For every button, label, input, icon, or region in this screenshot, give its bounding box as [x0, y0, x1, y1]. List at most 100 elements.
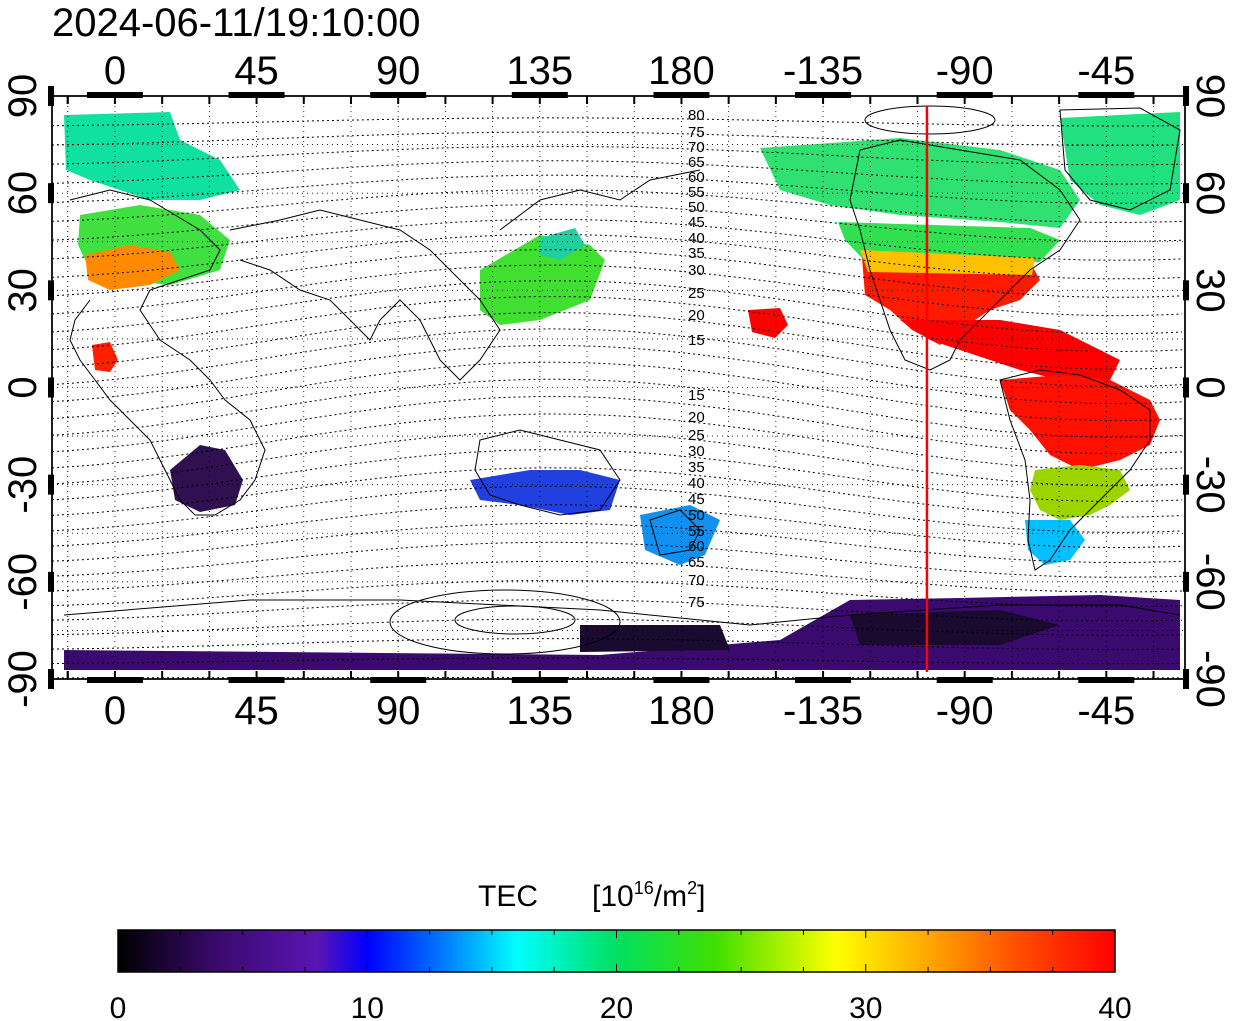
magnetic-latitude-contour	[52, 504, 1183, 548]
x-major-tick	[936, 677, 993, 683]
x-tick-mark	[869, 671, 872, 679]
y-right-tick-label: 60	[1188, 171, 1232, 216]
tec-region-patagonia	[1025, 520, 1085, 565]
x-tick-mark	[1058, 671, 1061, 679]
x-tick-mark	[538, 671, 541, 679]
x-tick-mark	[161, 671, 164, 679]
x-tick-mark	[1010, 671, 1013, 679]
magnetic-latitude-label: 45	[688, 491, 705, 508]
magnetic-latitude-contour	[52, 560, 1183, 593]
magnetic-latitude-label: 35	[688, 245, 705, 262]
x-tick-mark	[444, 671, 447, 679]
y-left-tick-label: 90	[1, 74, 45, 119]
x-major-tick	[1078, 92, 1135, 98]
timestamp-label: 2024-06-11/19:10:00	[52, 1, 420, 45]
y-major-tick	[1183, 377, 1189, 398]
x-tick-mark	[869, 96, 872, 104]
y-major-tick	[1183, 183, 1189, 204]
y-left-tick-label: 60	[1, 171, 45, 216]
x-tick-mark	[255, 96, 258, 104]
x-major-tick	[795, 677, 852, 683]
magnetic-latitude-contour	[52, 541, 1183, 578]
magnetic-latitude-label: 55	[688, 523, 705, 540]
tec-region-antarctica-dark	[580, 610, 1060, 652]
y-axis-right-labels: 90 60 30 0 -30 -60 -90	[1188, 74, 1232, 708]
graticule	[52, 96, 1185, 679]
x-tick-mark	[397, 96, 400, 104]
y-major-tick	[48, 377, 54, 398]
magnetic-latitude-contour	[52, 203, 1183, 242]
x-tick-mark	[255, 671, 258, 679]
x-tick-mark	[963, 96, 966, 104]
magnetic-latitude-label: 70	[688, 139, 705, 156]
x-tick-mark	[349, 671, 352, 679]
x-tick-mark	[1058, 96, 1061, 104]
y-left-tick-label: -30	[1, 456, 45, 514]
y-major-tick	[48, 669, 54, 689]
x-top-tick-label: 180	[648, 49, 715, 93]
x-tick-mark	[113, 671, 116, 679]
magnetic-latitude-contour	[52, 145, 1183, 166]
magnetic-latitude-label: 75	[688, 124, 705, 141]
x-tick-mark	[727, 671, 730, 679]
tec-region-east-asia	[480, 235, 605, 325]
x-tick-mark	[491, 671, 494, 679]
x-tick-mark	[113, 96, 116, 104]
y-right-tick-label: 0	[1188, 376, 1232, 398]
x-tick-mark	[633, 96, 636, 104]
x-tick-mark	[916, 671, 919, 679]
magnetic-latitude-contour	[52, 657, 1183, 665]
colorbar: TEC [1016/m2] 0 10 20 30 40	[110, 878, 1132, 1021]
x-tick-mark	[208, 671, 211, 679]
magnetic-pole-contour	[389, 589, 621, 655]
y-right-tick-label: 30	[1188, 268, 1232, 313]
x-major-tick	[511, 677, 568, 683]
x-tick-mark	[822, 671, 825, 679]
tec-region-south-america-mid-lat	[1030, 465, 1130, 520]
y-right-tick-label: -60	[1188, 553, 1232, 611]
x-tick-mark	[586, 671, 589, 679]
x-major-tick	[370, 677, 427, 683]
x-bottom-tick-label: -45	[1077, 689, 1135, 733]
x-tick-mark	[66, 96, 69, 104]
magnetic-latitude-label: 25	[688, 427, 705, 444]
y-axis-left-labels: 90 60 30 0 -30 -60 -90	[1, 74, 45, 708]
magnetic-latitude-label: 30	[688, 443, 705, 460]
coastlines	[63, 107, 1181, 626]
colorbar-label: 20	[600, 992, 633, 1021]
y-left-tick-label: -90	[1, 650, 45, 708]
magnetic-latitude-label: 50	[688, 199, 705, 216]
x-top-tick-label: 0	[104, 49, 126, 93]
tec-region-iberia-mediterranean	[85, 245, 180, 290]
x-tick-mark	[349, 96, 352, 104]
colorbar-label: 30	[849, 992, 882, 1021]
magnetic-latitude-contour	[52, 234, 1183, 280]
x-bottom-tick-label: 180	[648, 689, 715, 733]
tec-region-west-africa	[92, 342, 118, 372]
x-top-tick-label: 90	[376, 49, 421, 93]
colorbar-title: TEC	[478, 880, 538, 913]
magnetic-latitude-label: 35	[688, 459, 705, 476]
x-major-tick	[1078, 677, 1135, 683]
tec-region-australia	[470, 470, 620, 515]
tec-region-central-america	[900, 320, 1120, 380]
x-major-tick	[228, 677, 285, 683]
tec-data-layer	[64, 112, 1180, 670]
y-major-tick	[48, 86, 54, 106]
x-tick-mark	[916, 96, 919, 104]
colorbar-label: 10	[351, 992, 384, 1021]
x-tick-mark	[586, 96, 589, 104]
colorbar-unit: [1016/m2]	[592, 878, 705, 913]
y-right-tick-label: 90	[1188, 74, 1232, 119]
magnetic-latitude-contour	[52, 117, 1183, 127]
magnetic-latitude-contour	[52, 160, 1183, 185]
x-tick-mark	[302, 96, 305, 104]
x-tick-mark	[727, 96, 730, 104]
x-tick-mark	[680, 96, 683, 104]
axis-tick-bars	[48, 86, 1189, 689]
x-tick-mark	[444, 96, 447, 104]
magnetic-latitude-label: 55	[688, 184, 705, 201]
x-tick-mark	[633, 671, 636, 679]
magnetic-latitude-label: 15	[688, 332, 705, 349]
